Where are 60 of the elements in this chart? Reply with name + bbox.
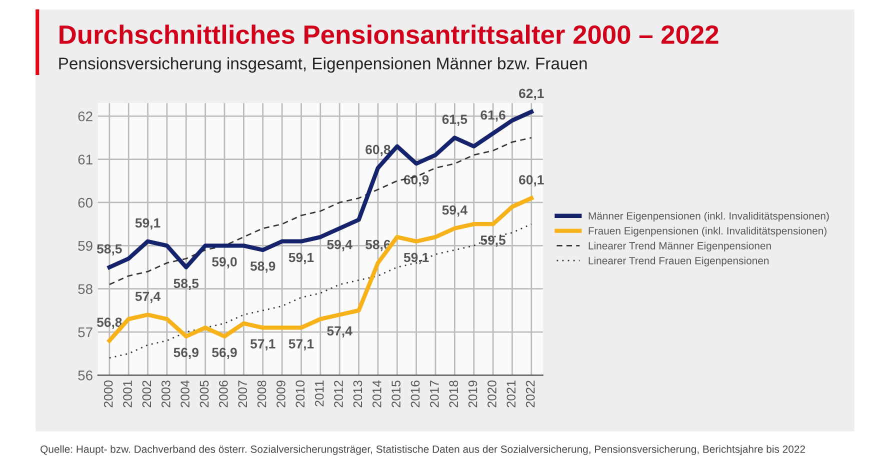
x-tick-label: 2010 — [296, 380, 305, 408]
x-tick-label: 2011 — [314, 380, 324, 406]
x-tick-label: 2007 — [238, 380, 248, 408]
data-label: 56,9 — [174, 348, 198, 360]
data-label: 57,1 — [288, 339, 314, 350]
x-tick-label: 2019 — [468, 380, 478, 408]
x-tick-label: 2017 — [430, 380, 439, 408]
x-tick-label: 2018 — [449, 380, 458, 408]
data-label: 58,5 — [174, 278, 199, 290]
legend-label: Frauen Eigenpensionen (inkl. Invaliditätspensionen) — [588, 226, 826, 237]
x-tick-label: 2013 — [353, 380, 362, 408]
data-label: 58,5 — [96, 244, 122, 256]
x-tick-label: 2020 — [488, 380, 496, 408]
x-tick-label: 2005 — [200, 380, 209, 408]
x-tick-label: 2014 — [372, 380, 382, 408]
data-label: 60,1 — [519, 175, 544, 186]
legend-label: Linearer Trend Frauen Eigenpensionen — [588, 256, 769, 266]
x-tick-label: 2006 — [219, 380, 228, 408]
x-tick-label: 2012 — [334, 380, 343, 408]
y-tick-label: 57 — [78, 328, 92, 338]
y-tick-label: 58 — [78, 284, 92, 294]
y-tick-label: 62 — [78, 111, 92, 122]
data-label: 57,4 — [327, 326, 352, 338]
chart-subtitle: Pensionsversicherung insgesamt, Eigenpensionen Männer bzw. Frauen — [59, 57, 587, 73]
y-tick-label: 56 — [78, 370, 92, 380]
legend-label: Linearer Trend Männer Eigenpensionen — [588, 242, 771, 252]
data-label: 56,8 — [96, 318, 122, 329]
data-label: 60,9 — [404, 175, 429, 186]
data-label: 59,1 — [404, 252, 429, 264]
data-label: 56,9 — [212, 348, 237, 360]
y-tick-label: 59 — [78, 241, 92, 251]
legend-label: Männer Eigenpensionen (inkl. Invaliditätspensionen) — [588, 212, 829, 222]
y-tick-label: 60 — [78, 198, 92, 208]
data-label: 59,5 — [480, 236, 506, 247]
data-label: 57,4 — [135, 292, 161, 303]
x-tick-label: 2000 — [104, 380, 113, 408]
data-label: 59,4 — [442, 205, 468, 217]
data-label: 59,0 — [212, 257, 237, 268]
data-label: 57,1 — [250, 339, 276, 350]
x-tick-label: 2022 — [526, 380, 535, 408]
x-tick-label: 2002 — [142, 380, 152, 408]
x-tick-label: 2015 — [392, 380, 400, 408]
x-tick-label: 2009 — [276, 380, 286, 408]
data-label: 61,6 — [480, 110, 506, 122]
x-tick-label: 2016 — [410, 380, 420, 408]
x-tick-label: 2008 — [257, 380, 266, 408]
data-label: 61,5 — [442, 114, 468, 126]
x-tick-label: 2021 — [506, 380, 516, 408]
data-label: 59,1 — [288, 252, 314, 264]
data-label: 62,1 — [519, 88, 544, 100]
x-tick-label: 2003 — [161, 380, 170, 408]
data-label: 59,4 — [327, 240, 352, 252]
data-label: 59,1 — [135, 218, 160, 230]
source-note: Quelle: Haupt- bzw. Dachverband des österr. Sozialversicherungsträger, Statistische Daten aus der Sozialversicherung, Pensionsversicherung, Berichtsjahre bis 2022 — [40, 445, 805, 455]
chart-title: Durchschnittliches Pensionsantrittsalter 2000 – 2022 — [60, 24, 718, 44]
data-label: 58,9 — [250, 261, 276, 273]
x-tick-label: 2001 — [123, 380, 132, 408]
data-label: 60,8 — [366, 144, 390, 156]
y-tick-label: 61 — [78, 154, 92, 164]
x-tick-label: 2004 — [180, 380, 190, 408]
